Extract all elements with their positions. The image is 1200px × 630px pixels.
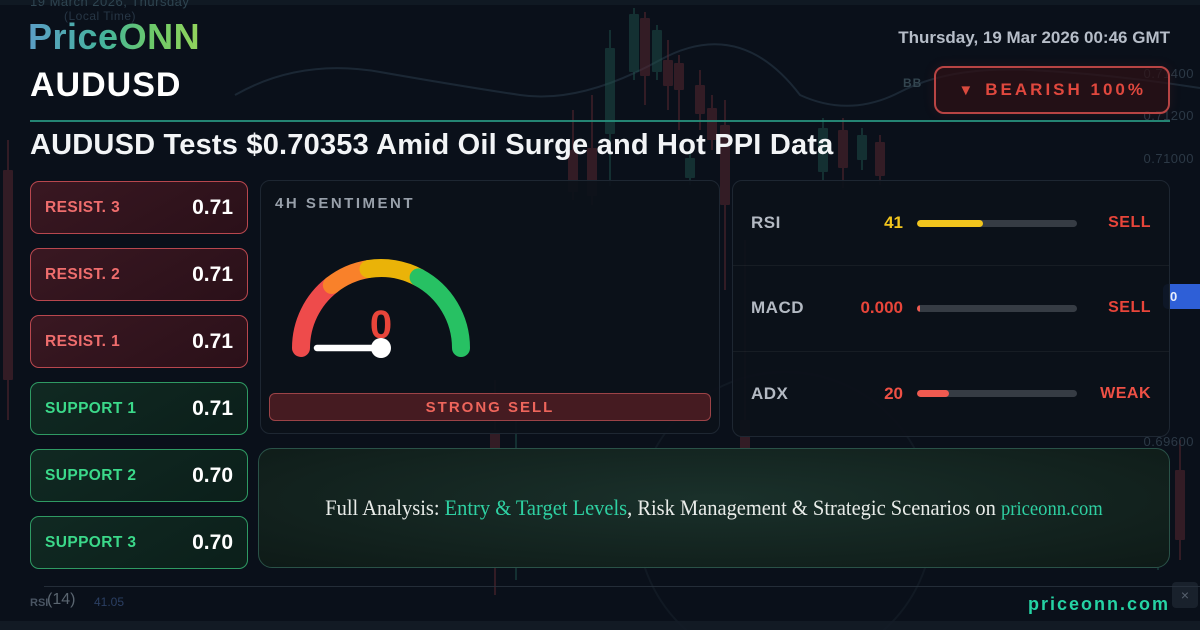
candle-body [685,158,695,178]
banner-link-entry-target-levels[interactable]: Entry & Target Levels [444,495,628,520]
banner-prefix: Full Analysis: [325,495,445,520]
banner-middle: , Risk Management & Strategic Scenarios … [627,495,1001,520]
indicator-name: RSI [751,213,781,233]
indicator-row-rsi: RSI 41 SELL [733,181,1169,267]
level-label: SUPPORT 3 [45,533,137,551]
bb-indicator-label: BB [903,76,923,90]
pair-title: AUDUSD [30,66,182,104]
indicator-row-macd: MACD 0.000 SELL [733,266,1169,352]
faint-background-time: (Local Time) [64,9,136,23]
indicator-progress-fill [917,219,983,227]
candle-body [720,125,730,205]
footer-site-link[interactable]: priceonn.com [1027,594,1170,614]
indicator-progress-bar [917,390,1077,398]
candle-body [663,60,673,86]
level-box-resistance-0: RESIST. 3 0.71 [30,181,248,234]
level-box-support-3: SUPPORT 1 0.71 [30,382,248,435]
indicator-name: ADX [751,383,789,403]
level-box-support-5: SUPPORT 3 0.70 [30,516,248,569]
footer-rsi-value-hint: 41.05 [94,595,125,609]
candle-body [674,63,684,90]
level-value: 0.71 [192,329,233,353]
level-label: SUPPORT 2 [45,466,137,484]
down-triangle-icon: ▼ [958,81,974,99]
indicator-progress-bar [917,304,1077,312]
indicator-value: 0.000 [860,298,903,318]
indicator-value: 20 [884,383,903,403]
candle-body [652,30,662,72]
candle-body [629,14,639,72]
candle-body [857,135,867,160]
candle-body [640,18,650,76]
level-value: 0.70 [192,530,233,554]
headline: AUDUSD Tests $0.70353 Amid Oil Surge and… [30,129,834,161]
indicator-progress-fill [917,390,949,398]
close-icon: × [1172,582,1198,608]
indicators-panel: RSI 41 SELL MACD 0.000 SELL ADX 20 WEAK [732,180,1170,437]
footer-rsi-hint: RSI [30,597,49,609]
level-value: 0.71 [192,396,233,420]
candle-body [3,170,13,380]
gauge-value: 0 [370,303,392,347]
bearish-signal-badge: ▼ BEARISH 100% [934,66,1170,114]
banner-text: Full Analysis: Entry & Target Levels, Ri… [325,495,1102,521]
footer-rsi-period-hint: (14) [47,591,76,608]
price-axis-label: 0.69600 [1143,434,1194,449]
indicator-progress-fill [917,304,921,312]
level-label: SUPPORT 1 [45,399,137,417]
footer-divider [44,586,1200,587]
level-label: RESIST. 3 [45,198,121,216]
indicator-name: MACD [751,298,804,318]
level-box-resistance-2: RESIST. 1 0.71 [30,315,248,368]
indicator-progress-bar [917,219,1077,227]
full-analysis-banner: Full Analysis: Entry & Target Levels, Ri… [258,448,1170,568]
gauge-segment-green [409,268,470,357]
top-edge-strip [0,0,1200,5]
candle-body [1175,470,1185,540]
faint-background-date: 19 March 2026, Thursday [30,0,190,9]
level-value: 0.71 [192,195,233,219]
indicator-signal: WEAK [1100,384,1151,402]
level-box-support-4: SUPPORT 2 0.70 [30,449,248,502]
candle-body [838,130,848,168]
level-value: 0.70 [192,463,233,487]
sentiment-panel: 4H SENTIMENT 0 STRONG SELL [260,180,720,434]
sentiment-verdict: STRONG SELL [269,393,711,421]
candle-body [695,85,705,114]
candle-body [707,108,717,140]
level-label: RESIST. 1 [45,332,121,350]
indicator-value: 41 [884,213,903,233]
price-axis-label: 0.71000 [1143,151,1194,166]
indicator-row-adx: ADX 20 WEAK [733,352,1169,436]
bottom-edge-strip [0,621,1200,630]
header-divider [30,120,1170,122]
candle-body [605,48,615,134]
candle-body [818,128,828,172]
brand-logo-part2: ONN [118,16,201,57]
banner-site-link[interactable]: priceonn.com [1000,498,1103,520]
indicator-signal: SELL [1108,299,1151,317]
brand-logo-part1: Price [28,16,119,57]
gauge-hub [371,338,391,358]
brand-logo: PriceONN [28,16,200,58]
sentiment-title: 4H SENTIMENT [275,195,416,212]
level-label: RESIST. 2 [45,265,121,283]
gauge-segment-red [292,276,341,357]
signal-badge-label: BEARISH 100% [985,80,1146,99]
candle-body [875,142,885,176]
indicator-signal: SELL [1108,214,1151,232]
level-box-resistance-1: RESIST. 2 0.71 [30,248,248,301]
sentiment-gauge: 0 [292,259,470,358]
datetime-label: Thursday, 19 Mar 2026 00:46 GMT [898,28,1170,47]
levels-column: RESIST. 3 0.71 RESIST. 2 0.71 RESIST. 1 0.71 S… [30,181,248,583]
level-value: 0.71 [192,262,233,286]
